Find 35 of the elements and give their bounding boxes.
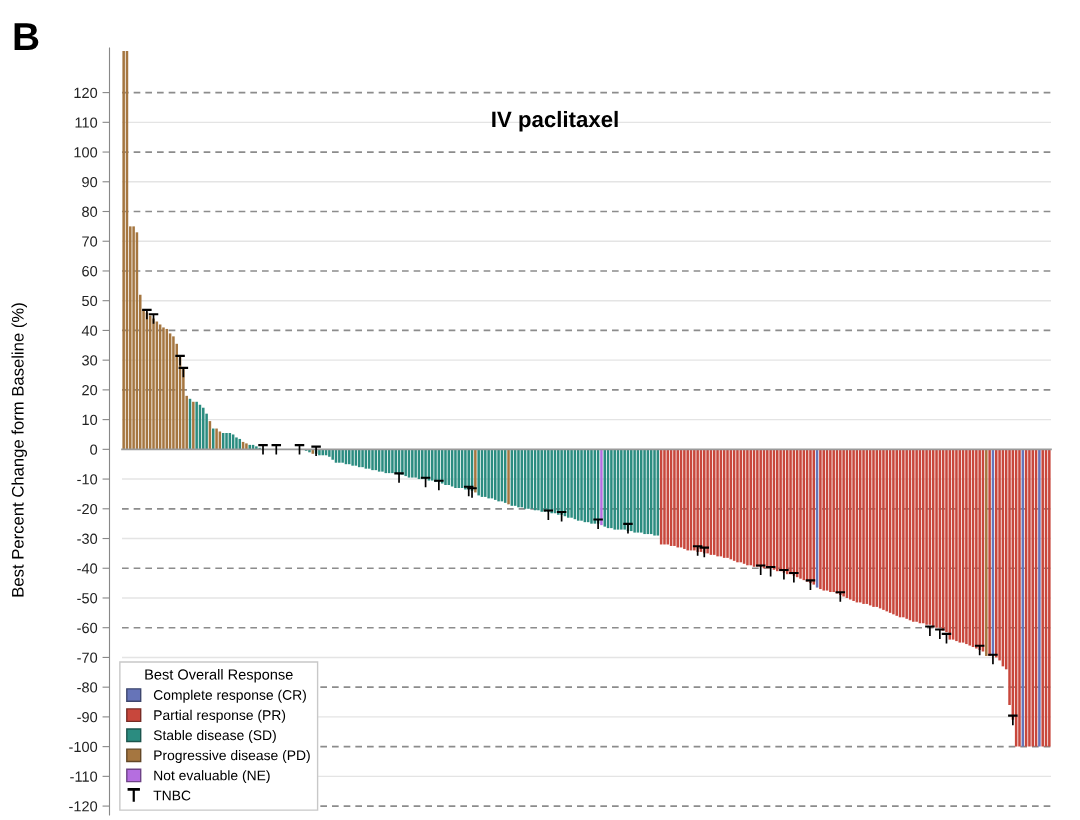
y-tick-label: 110 [75, 117, 98, 128]
y-tick-label: 90 [82, 176, 98, 188]
y-tick-label: 70 [82, 236, 98, 247]
y-tick-label: -60 [77, 622, 98, 634]
legend-label: TNBC [153, 790, 191, 801]
legend-label: Stable disease (SD) [153, 729, 276, 743]
legend-label: Partial response (PR) [154, 709, 286, 723]
y-axis-title: Best Percent Change form Baseline (%) [11, 303, 27, 597]
legend-label: Not evaluable (NE) [154, 770, 270, 784]
legend-label: Complete response (CR) [153, 689, 306, 703]
y-tick-label: -30 [77, 533, 98, 544]
y-tick-label: 0 [90, 444, 98, 455]
y-tick-label: 10 [82, 414, 98, 426]
y-tick-label: 40 [81, 325, 98, 336]
y-tick-label: -50 [77, 593, 98, 604]
y-tick-label: 20 [82, 384, 98, 396]
text: IV paclitaxel [492, 110, 618, 132]
y-tick-label: -70 [77, 652, 98, 663]
y-tick-label: -90 [77, 712, 98, 723]
y-tick-label: -110 [70, 771, 98, 782]
y-tick-label: 80 [82, 206, 98, 217]
legend-label: Progressive disease (PD) [154, 750, 310, 763]
y-tick-label: -80 [77, 682, 98, 693]
y-tick-label: 50 [82, 295, 98, 307]
y-tick-label: 120 [74, 87, 98, 99]
y-tick-label: 60 [82, 266, 98, 277]
y-tick-label: 100 [74, 147, 98, 158]
y-tick-label: 30 [82, 355, 98, 366]
text: B [14, 23, 39, 50]
legend-title: Best Overall Response [145, 668, 293, 683]
y-tick-label: -120 [69, 801, 98, 812]
y-tick-label: -100 [69, 741, 98, 753]
y-tick-label: -10 [77, 474, 98, 485]
y-tick-label: -40 [77, 563, 98, 574]
y-tick-label: -20 [77, 503, 98, 515]
